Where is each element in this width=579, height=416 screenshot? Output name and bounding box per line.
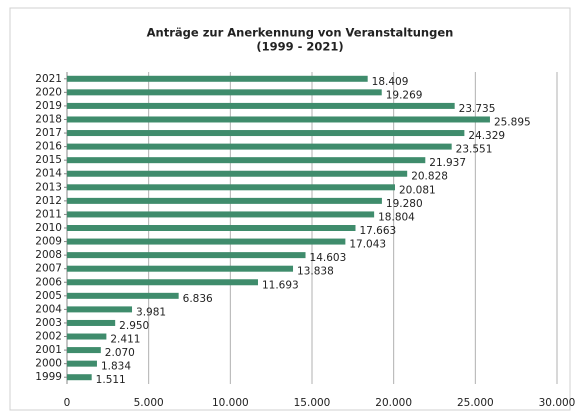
bar <box>67 157 426 164</box>
chart-subtitle: (1999 - 2021) <box>256 40 343 54</box>
bar <box>67 116 490 123</box>
y-tick-label: 2008 <box>35 249 62 261</box>
y-tick-label: 2002 <box>35 331 62 343</box>
x-tick-label: 20.000 <box>375 397 412 409</box>
y-tick-label: 2014 <box>35 168 62 180</box>
bar <box>67 252 306 259</box>
value-label: 18.409 <box>372 76 409 88</box>
y-tick-label: 2005 <box>35 290 62 302</box>
y-tick-label: 2010 <box>35 222 62 234</box>
x-tick-label: 0 <box>64 397 71 409</box>
value-label: 11.693 <box>262 279 299 291</box>
bar <box>67 197 382 204</box>
value-label: 25.895 <box>494 116 531 128</box>
value-label: 17.043 <box>349 239 386 251</box>
y-tick-label: 2017 <box>35 127 62 139</box>
value-label: 21.937 <box>429 157 466 169</box>
y-tick-label: 2018 <box>35 113 62 125</box>
value-label: 2.950 <box>119 320 149 332</box>
value-label: 24.329 <box>468 130 505 142</box>
bar <box>67 319 116 326</box>
bar <box>67 130 465 137</box>
value-label: 13.838 <box>297 266 334 278</box>
value-label: 1.834 <box>101 361 131 373</box>
bar <box>67 211 375 218</box>
y-tick-label: 2006 <box>35 276 62 288</box>
chart-title: Anträge zur Anerkennung von Veranstaltun… <box>147 26 454 40</box>
y-tick-label: 2015 <box>35 154 62 166</box>
y-tick-label: 2012 <box>35 195 62 207</box>
value-label: 14.603 <box>310 252 347 264</box>
y-tick-label: 2021 <box>35 73 62 85</box>
bar <box>67 265 294 272</box>
y-tick-label: 2011 <box>35 208 62 220</box>
value-label: 20.828 <box>411 171 448 183</box>
bar <box>67 279 258 286</box>
y-tick-label: 2001 <box>35 344 62 356</box>
x-tick-label: 15.000 <box>294 397 331 409</box>
bar <box>67 374 92 381</box>
y-tick-label: 2003 <box>35 317 62 329</box>
y-tick-label: 2016 <box>35 141 62 153</box>
bar <box>67 347 101 354</box>
value-label: 18.804 <box>378 211 415 223</box>
value-label: 23.735 <box>459 103 496 115</box>
y-tick-label: 2020 <box>35 86 62 98</box>
y-tick-label: 2019 <box>35 100 62 112</box>
x-tick-label: 25.000 <box>457 397 494 409</box>
value-label: 23.551 <box>456 144 493 156</box>
y-tick-label: 2004 <box>35 303 62 315</box>
value-label: 2.411 <box>110 334 140 346</box>
bar <box>67 360 97 367</box>
value-label: 19.280 <box>386 198 423 210</box>
x-tick-label: 5.000 <box>134 397 164 409</box>
value-label: 6.836 <box>183 293 213 305</box>
value-label: 19.269 <box>386 89 423 101</box>
bar <box>67 238 346 245</box>
value-label: 1.511 <box>96 374 126 386</box>
y-tick-label: 2013 <box>35 181 62 193</box>
x-tick-label: 10.000 <box>212 397 249 409</box>
bar <box>67 306 133 313</box>
bar <box>67 184 395 191</box>
value-label: 2.070 <box>105 347 135 359</box>
bar <box>67 333 107 340</box>
chart-frame <box>9 7 571 411</box>
y-tick-label: 2000 <box>35 358 62 370</box>
bar <box>67 292 179 299</box>
y-tick-label: 2009 <box>35 236 62 248</box>
bar <box>67 89 382 96</box>
bar <box>67 75 368 82</box>
bar <box>67 102 455 109</box>
y-tick-label: 2007 <box>35 263 62 275</box>
y-tick-label: 1999 <box>35 371 62 383</box>
value-label: 20.081 <box>399 184 436 196</box>
value-label: 17.663 <box>359 225 396 237</box>
bar <box>67 225 356 231</box>
bar <box>67 143 452 150</box>
bar <box>67 170 408 177</box>
x-tick-label: 30.000 <box>539 397 576 409</box>
value-label: 3.981 <box>136 306 166 318</box>
